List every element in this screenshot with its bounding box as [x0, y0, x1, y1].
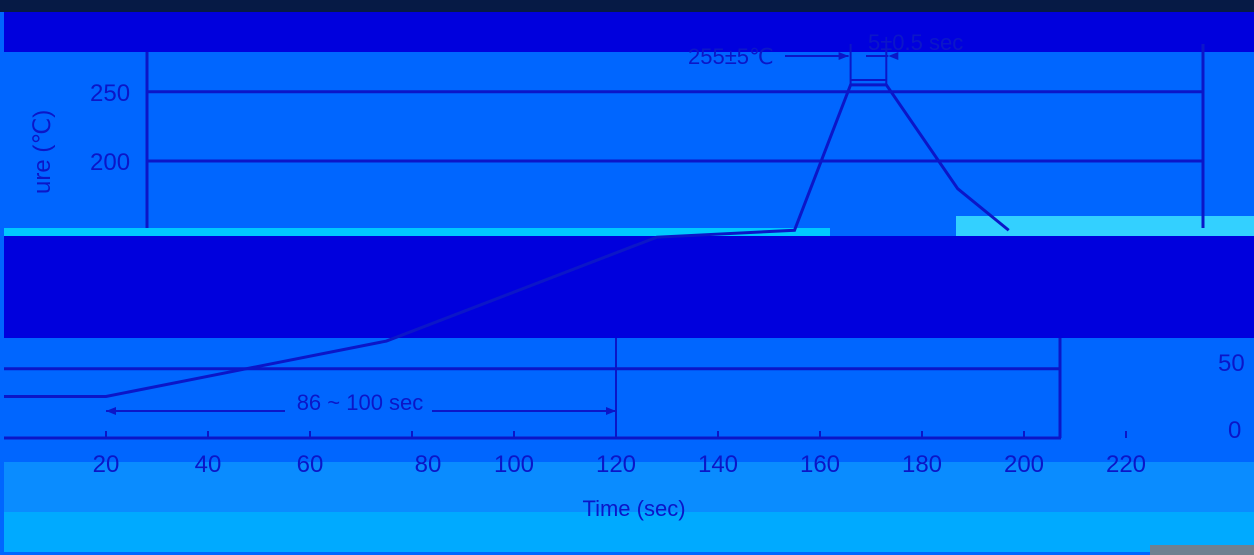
- x-tick-label: 20: [93, 451, 120, 478]
- preheat-arrowhead-right: [606, 407, 616, 415]
- grid-layer: [4, 90, 1203, 438]
- y-tick-0: 0: [1228, 417, 1241, 444]
- y-axis-label: ure (℃): [29, 110, 56, 194]
- middle-banner: [4, 236, 1254, 338]
- top-dark-bar: [0, 0, 1254, 12]
- middle-light-strip: [4, 228, 830, 236]
- preheat-duration-label: 86 ~ 100 sec: [297, 390, 424, 415]
- x-axis-label: Time (sec): [582, 496, 685, 521]
- peak-temp-label: 255±5℃: [688, 44, 774, 69]
- right-light-strip: [956, 216, 1254, 236]
- x-tick-label: 80: [415, 451, 442, 478]
- x-tick-label: 140: [698, 451, 738, 478]
- preheat-arrowhead-left: [106, 407, 116, 415]
- x-tick-label: 200: [1004, 451, 1044, 478]
- peak-duration-label: 5±0.5 sec: [868, 30, 963, 55]
- bottom-light-band: [4, 512, 1254, 552]
- corner-gray-patch: [1150, 545, 1254, 555]
- y-tick-200: 200: [90, 149, 130, 176]
- annotations-layer: [106, 44, 899, 415]
- x-ticks: 20 40 60 100 120 140 160 180 200 220: [93, 431, 1146, 478]
- x-tick-label: 120: [596, 451, 636, 478]
- x-tick-label: 100: [494, 451, 534, 478]
- axes-layer: [4, 44, 1205, 440]
- temperature-profile-line: [4, 83, 1010, 398]
- x-tick-label: 180: [902, 451, 942, 478]
- x-tick-label: 220: [1106, 451, 1146, 478]
- peak-temp-arrowhead: [838, 52, 849, 60]
- series-layer: [4, 83, 1010, 398]
- x-tick-label: 160: [800, 451, 840, 478]
- top-banner: [4, 12, 1254, 52]
- y-tick-50: 50: [1218, 350, 1245, 377]
- y-tick-250: 250: [90, 80, 130, 107]
- x-tick-label: 40: [195, 451, 222, 478]
- x-tick-label: 60: [297, 451, 324, 478]
- peak-duration-arrowhead: [888, 52, 899, 60]
